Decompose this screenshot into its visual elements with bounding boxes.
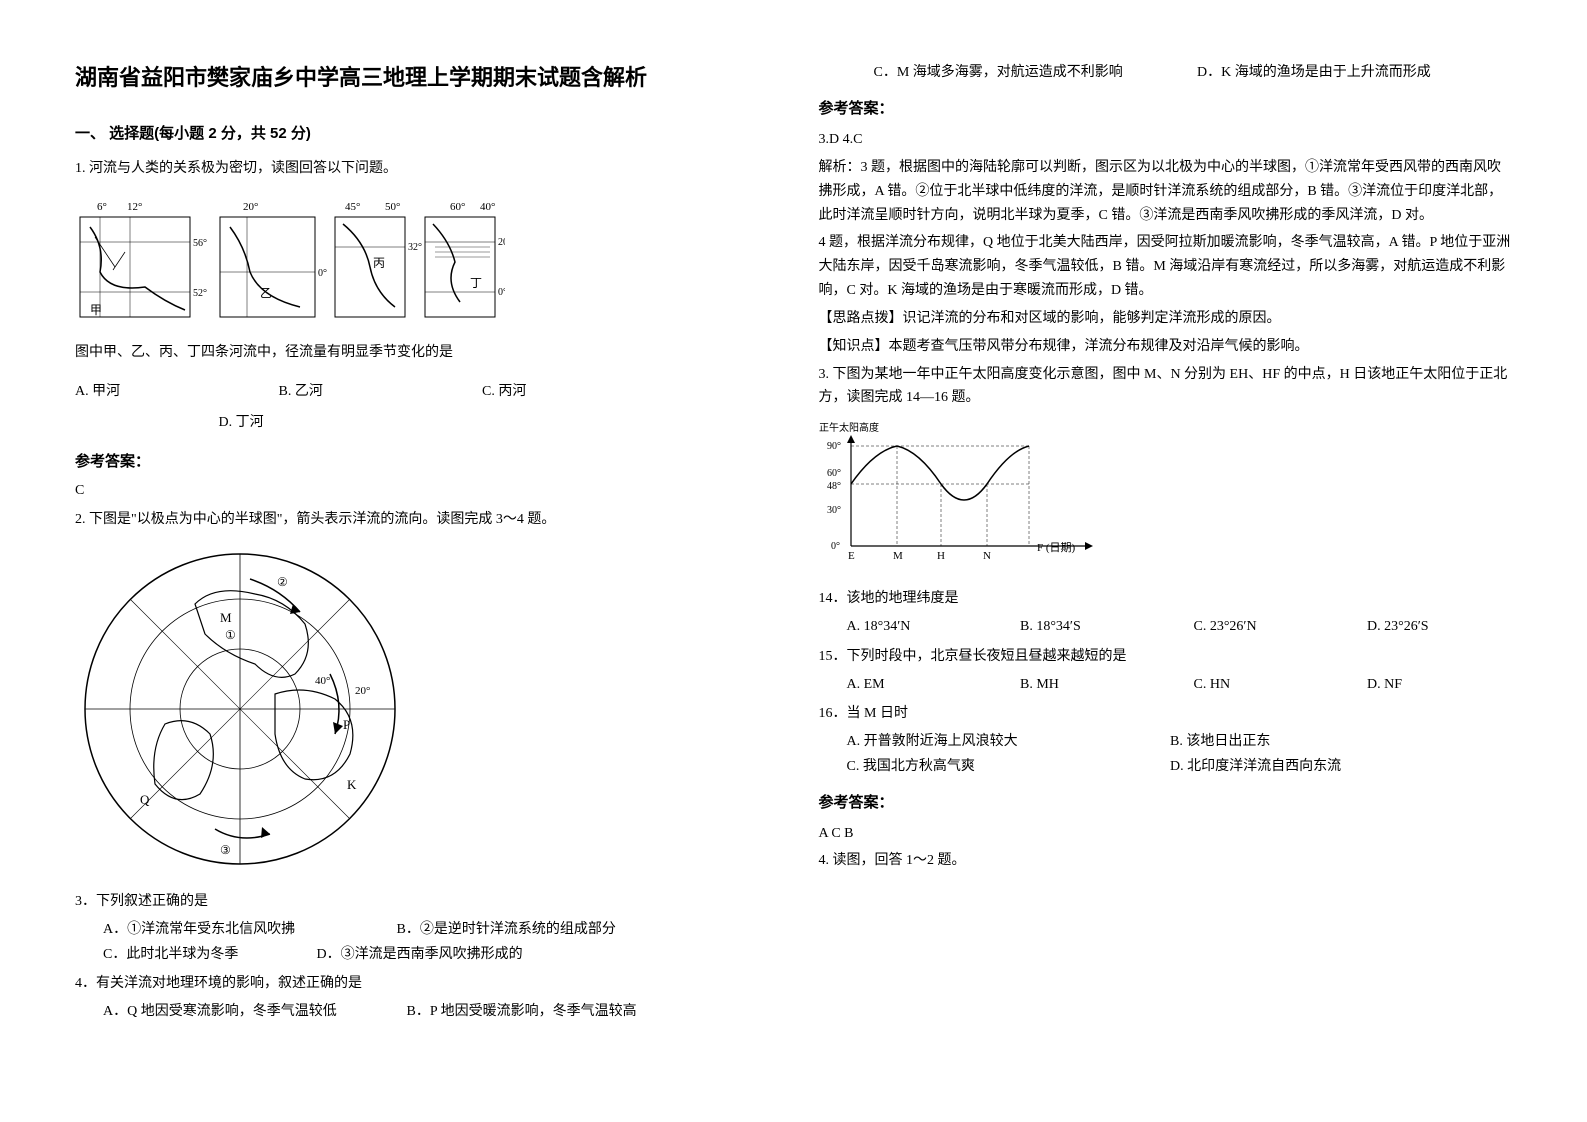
lon-label: 12° bbox=[127, 201, 142, 213]
lon-label: 45° bbox=[345, 201, 360, 213]
lon-label: 60° bbox=[450, 201, 465, 213]
xtick: N bbox=[983, 550, 991, 562]
q1-answer: C bbox=[75, 479, 769, 503]
lat-label: 52° bbox=[193, 288, 207, 299]
q1-opt-d: 丁河 bbox=[236, 415, 264, 430]
deg-20: 20° bbox=[355, 685, 370, 697]
lat-label: 32° bbox=[408, 242, 422, 253]
q14-stem: 14．该地的地理纬度是 bbox=[819, 586, 1513, 611]
q3-figure: 正午太阳高度 90° 60° 48° 30° 0° E M H N F (日期) bbox=[819, 421, 1513, 571]
ytick: 48° bbox=[827, 481, 841, 492]
q3block-stem: 3. 下图为某地一年中正午太阳高度变化示意图，图中 M、N 分别为 EH、HF … bbox=[819, 364, 1513, 409]
lat-label: 20° bbox=[498, 237, 505, 248]
left-column: 湖南省益阳市樊家庙乡中学高三地理上学期期末试题含解析 一、 选择题(每小题 2 … bbox=[50, 60, 794, 1092]
q16-stem: 16．当 M 日时 bbox=[819, 701, 1513, 726]
q1-options: A. 甲河 B. 乙河 C. 丙河 D. 丁河 bbox=[75, 377, 769, 439]
answer-line5: 【知识点】本题考查气压带风带分布规律，洋流分布规律及对沿岸气候的影响。 bbox=[819, 335, 1513, 359]
answer-line4: 【思路点拨】识记洋流的分布和对区域的影响，能够判定洋流形成的原因。 bbox=[819, 307, 1513, 331]
answer-line3: 4 题，根据洋流分布规律，Q 地位于北美大陆西岸，因受阿拉斯加暖流影响，冬季气温… bbox=[819, 231, 1513, 302]
section-header: 一、 选择题(每小题 2 分，共 52 分) bbox=[75, 122, 769, 143]
ylabel: 正午太阳高度 bbox=[819, 421, 879, 434]
xtick: H bbox=[937, 550, 945, 562]
label-m: M bbox=[220, 610, 232, 625]
page-title: 湖南省益阳市樊家庙乡中学高三地理上学期期末试题含解析 bbox=[75, 60, 769, 92]
q1-answer-label: 参考答案： bbox=[75, 450, 769, 471]
ytick: 30° bbox=[827, 505, 841, 516]
q3-stem: 3．下列叙述正确的是 bbox=[75, 889, 769, 914]
xtick: E bbox=[848, 550, 855, 562]
q4-options-cont: C．M 海域多海雾，对航运造成不利影响 D．K 海域的渔场是由于上升流而形成 bbox=[819, 60, 1513, 85]
q1-opt-c: 丙河 bbox=[498, 384, 526, 399]
answer-line2: 解析：3 题，根据图中的海陆轮廓可以判断，图示区为以北极为中心的半球图，①洋流常… bbox=[819, 156, 1513, 227]
circle-3: ③ bbox=[220, 843, 231, 857]
circle-1: ① bbox=[225, 628, 236, 642]
polar-svg: M P K Q ② ① ③ 40° 20° bbox=[75, 544, 405, 874]
river-label: 乙 bbox=[260, 286, 272, 300]
label-q: Q bbox=[140, 792, 150, 807]
q14-options: A. 18°34′N B. 18°34′S C. 23°26′N D. 23°2… bbox=[819, 614, 1513, 639]
ytick: 0° bbox=[831, 541, 840, 552]
label-k: K bbox=[347, 777, 357, 792]
river-map-svg: 6° 12° 56° 52° 甲 20° 0° 乙 45° 50° 32° 丙 bbox=[75, 192, 505, 327]
q15-options: A. EM B. MH C. HN D. NF bbox=[819, 672, 1513, 697]
ytick: 90° bbox=[827, 441, 841, 452]
river-label: 甲 bbox=[90, 303, 102, 317]
river-label: 丙 bbox=[373, 256, 385, 270]
q2-stem: 2. 下图是"以极点为中心的半球图"，箭头表示洋流的流向。读图完成 3～4 题。 bbox=[75, 509, 769, 531]
circle-2: ② bbox=[277, 575, 288, 589]
q4-stem: 4．有关洋流对地理环境的影响，叙述正确的是 bbox=[75, 971, 769, 996]
xlabel: F (日期) bbox=[1037, 541, 1076, 554]
lat-label: 0° bbox=[498, 287, 505, 298]
q1-opt-b: 乙河 bbox=[295, 384, 323, 399]
q1-caption: 图中甲、乙、丙、丁四条河流中，径流量有明显季节变化的是 bbox=[75, 342, 769, 364]
ytick: 60° bbox=[827, 468, 841, 479]
lon-label: 20° bbox=[243, 201, 258, 213]
q1-figure: 6° 12° 56° 52° 甲 20° 0° 乙 45° 50° 32° 丙 bbox=[75, 192, 769, 327]
q1-opt-a: 甲河 bbox=[92, 384, 120, 399]
lon-label: 6° bbox=[97, 201, 107, 213]
answer-line1: 3.D 4.C bbox=[819, 128, 1513, 152]
q3block-answer-label: 参考答案： bbox=[819, 791, 1513, 812]
q4block-stem: 4. 读图，回答 1～2 题。 bbox=[819, 850, 1513, 872]
lon-label: 50° bbox=[385, 201, 400, 213]
lon-label: 40° bbox=[480, 201, 495, 213]
xtick: M bbox=[893, 550, 903, 562]
label-p: P bbox=[343, 717, 350, 732]
river-label: 丁 bbox=[470, 276, 482, 290]
sun-alt-svg: 正午太阳高度 90° 60° 48° 30° 0° E M H N F (日期) bbox=[819, 421, 1109, 571]
q15-stem: 15．下列时段中，北京昼长夜短且昼越来越短的是 bbox=[819, 644, 1513, 669]
q4-options: A．Q 地因受寒流影响，冬季气温较低 B．P 地因受暖流影响，冬季气温较高 bbox=[75, 999, 769, 1024]
q3block-answer: A C B bbox=[819, 822, 1513, 846]
q1-stem: 1. 河流与人类的关系极为密切，读图回答以下问题。 bbox=[75, 158, 769, 180]
deg-40: 40° bbox=[315, 675, 330, 687]
answer-label-2: 参考答案： bbox=[819, 97, 1513, 118]
q16-options: A. 开普敦附近海上风浪较大 B. 该地日出正东 C. 我国北方秋高气爽 D. … bbox=[819, 729, 1513, 779]
lat-label: 0° bbox=[318, 268, 327, 279]
q2-figure: M P K Q ② ① ③ 40° 20° bbox=[75, 544, 769, 874]
lat-label: 56° bbox=[193, 238, 207, 249]
right-column: C．M 海域多海雾，对航运造成不利影响 D．K 海域的渔场是由于上升流而形成 参… bbox=[794, 60, 1538, 1092]
q3-options: A．①洋流常年受东北信风吹拂 B．②是逆时针洋流系统的组成部分 C．此时北半球为… bbox=[75, 917, 769, 967]
